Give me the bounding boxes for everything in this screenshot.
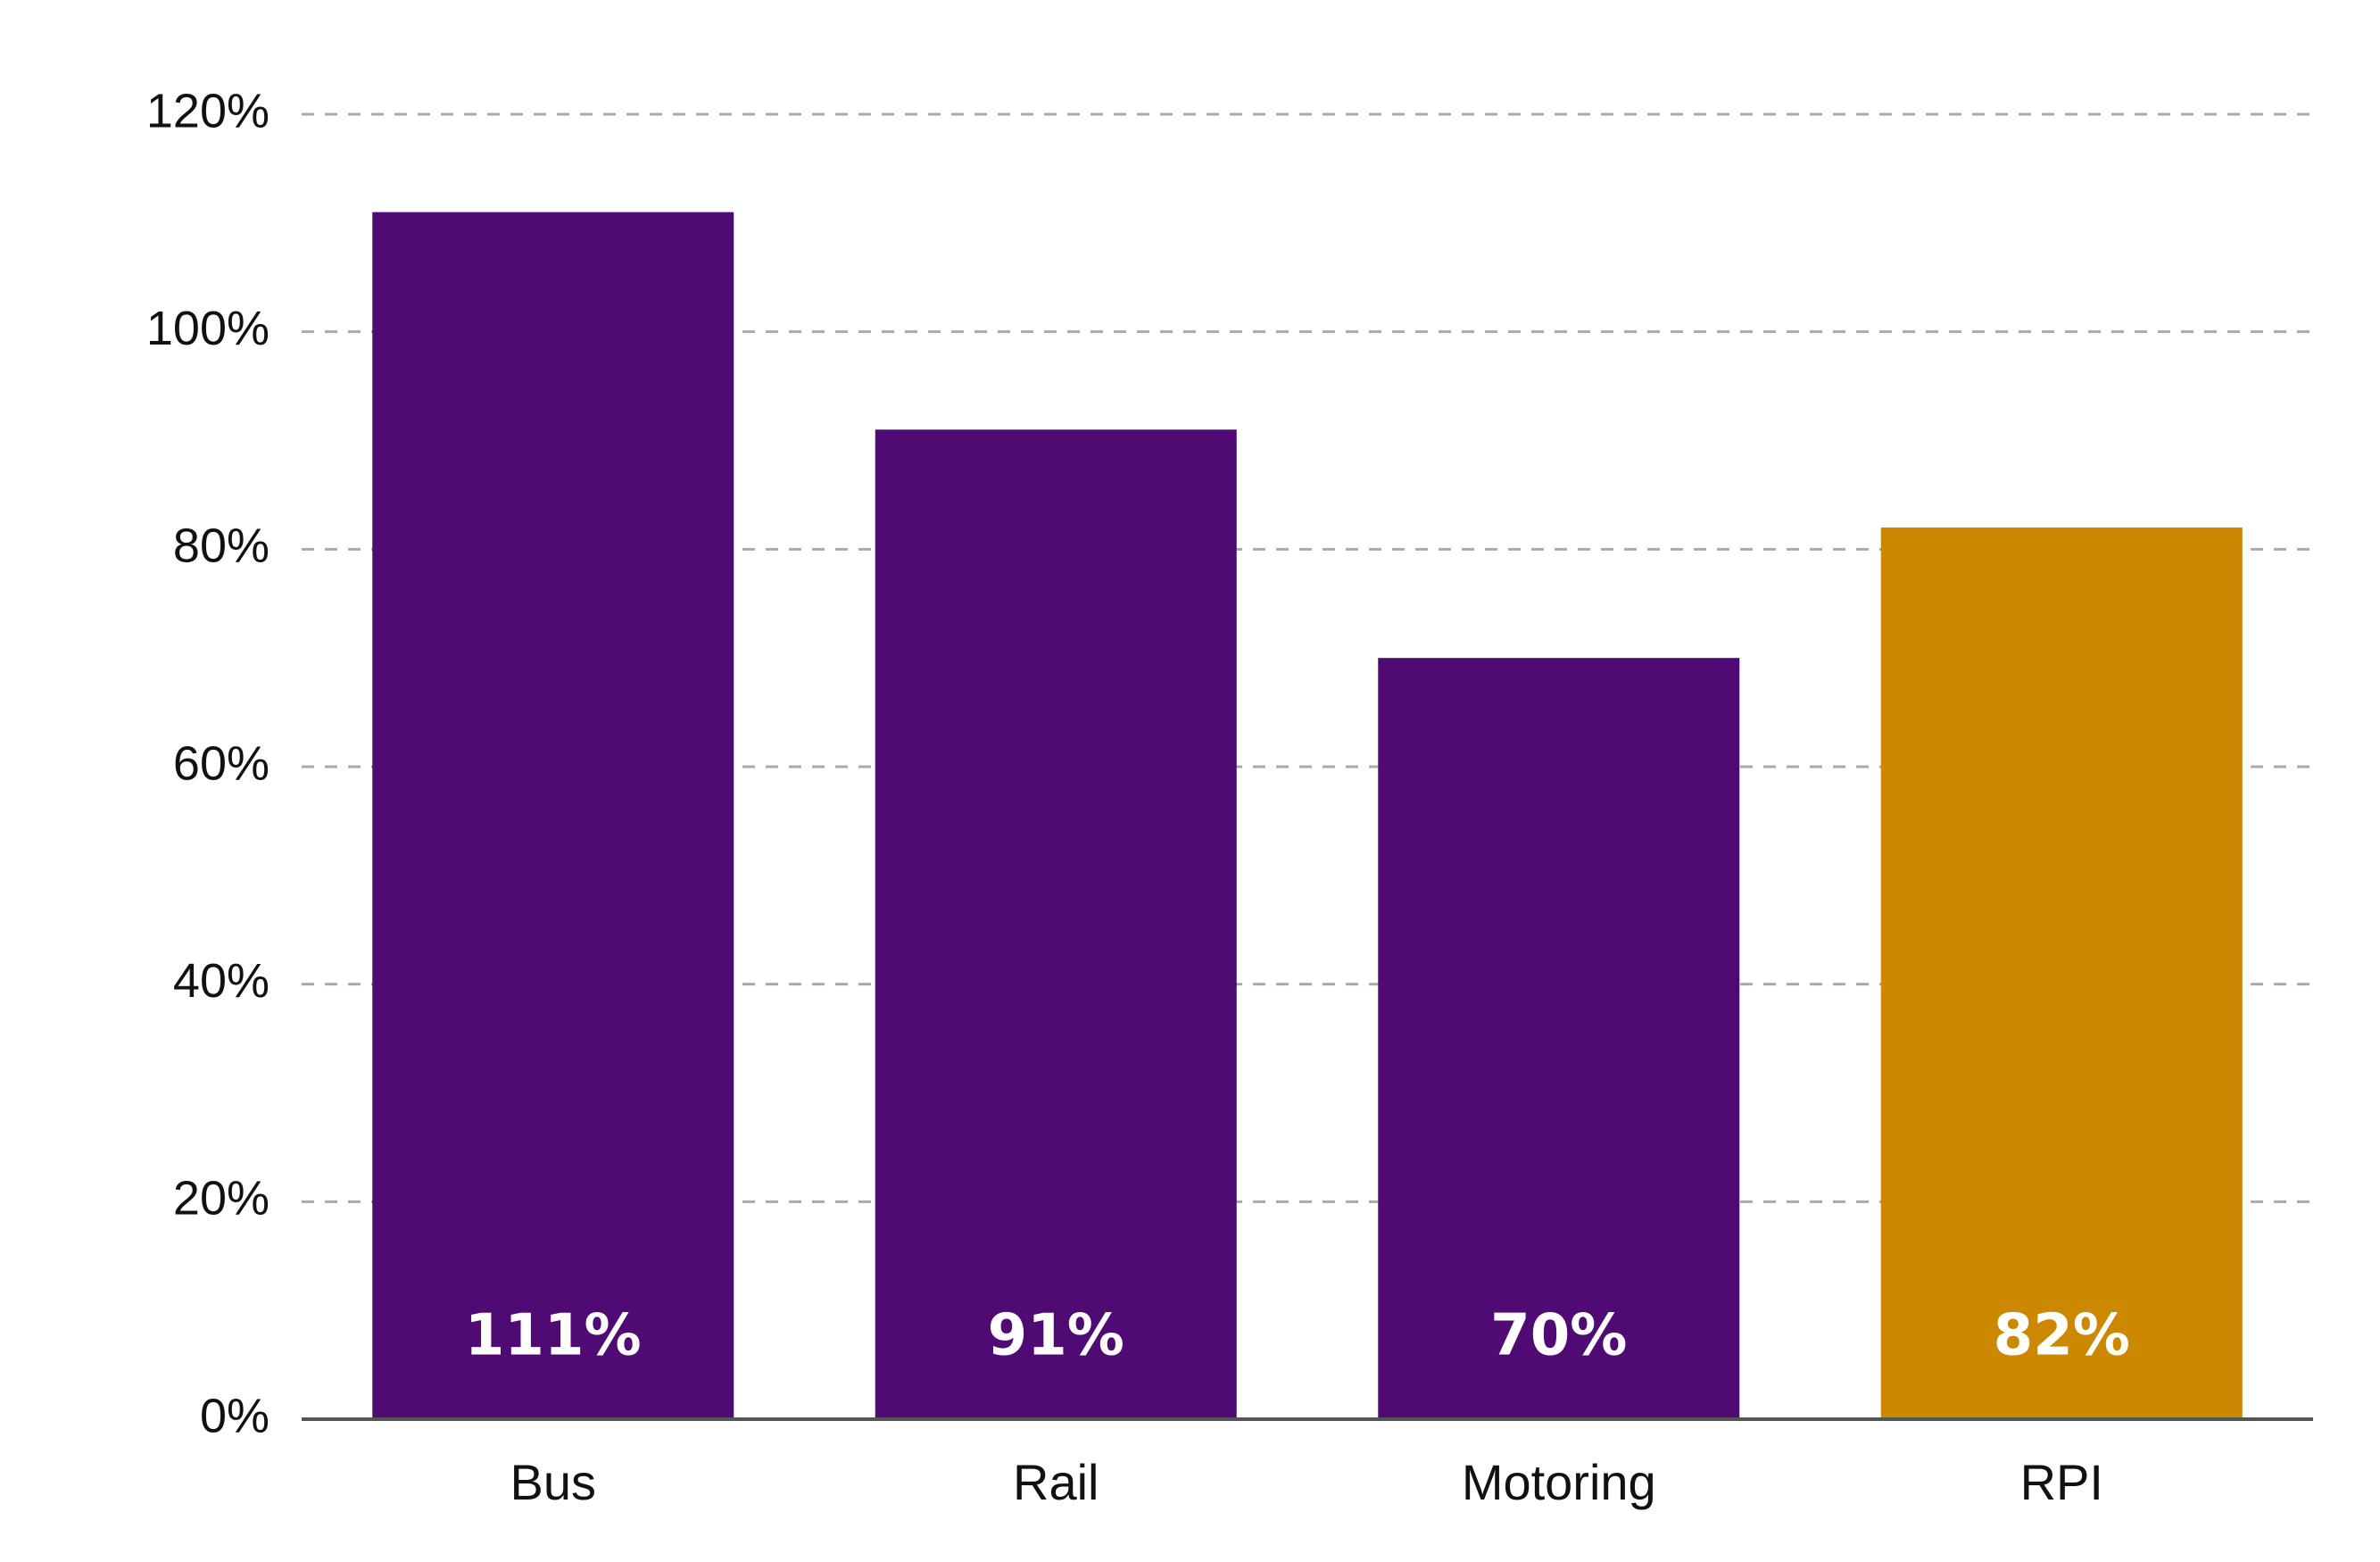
x-axis-labels: Bus Rail Motoring RPI — [510, 1454, 2103, 1510]
data-label: 111% — [465, 1303, 642, 1369]
y-tick-label: 0% — [200, 1389, 270, 1442]
x-tick-label: Motoring — [1462, 1454, 1656, 1510]
y-tick-label: 40% — [173, 954, 270, 1008]
y-tick-label: 100% — [146, 302, 270, 355]
data-label: 82% — [1994, 1303, 2130, 1369]
bar-rpi — [1880, 527, 2243, 1419]
x-tick-label: RPI — [2020, 1454, 2103, 1510]
y-axis-ticks: 0% 20% 40% 60% 80% 100% 120% — [146, 84, 270, 1442]
bars: 111% 91% 70% 82% — [372, 212, 2243, 1420]
y-tick-label: 80% — [173, 519, 270, 573]
y-tick-label: 60% — [173, 736, 270, 790]
x-tick-label: Bus — [510, 1454, 597, 1510]
data-label: 70% — [1490, 1303, 1627, 1369]
data-label: 91% — [988, 1303, 1124, 1369]
bar-rail — [875, 429, 1237, 1420]
bar-bus — [372, 212, 734, 1419]
y-tick-label: 20% — [173, 1172, 270, 1226]
x-tick-label: Rail — [1013, 1454, 1099, 1510]
bar-motoring — [1378, 658, 1740, 1419]
y-tick-label: 120% — [146, 84, 270, 137]
